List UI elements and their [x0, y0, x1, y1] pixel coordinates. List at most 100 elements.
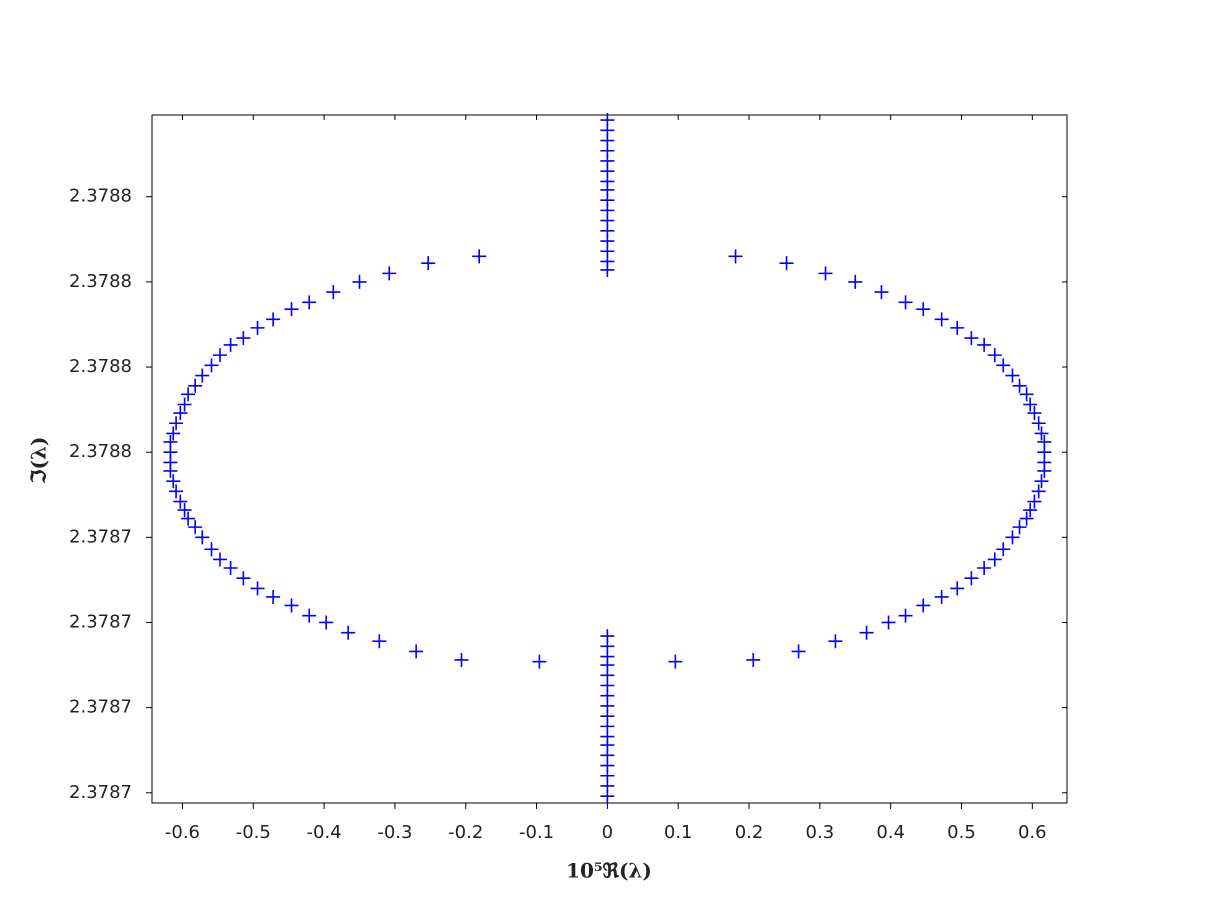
point — [987, 552, 1002, 567]
point — [859, 625, 874, 640]
point — [977, 337, 992, 352]
point — [169, 484, 184, 499]
x-tick-label: -0.4 — [307, 822, 342, 843]
point — [898, 295, 913, 310]
point — [950, 320, 965, 335]
y-axis-label: ℑ(λ) — [27, 437, 51, 485]
point — [188, 520, 203, 535]
point — [195, 368, 210, 383]
point — [169, 416, 184, 431]
point — [302, 295, 317, 310]
point — [848, 274, 863, 289]
point — [1034, 426, 1049, 441]
point — [266, 589, 281, 604]
point — [236, 571, 251, 586]
point — [352, 274, 367, 289]
y-tick-label: 2.3787 — [69, 782, 132, 803]
x-tick-label: 0.5 — [947, 822, 976, 843]
point — [874, 285, 889, 300]
point — [421, 256, 436, 271]
point — [964, 331, 979, 346]
point — [746, 652, 761, 667]
point — [1034, 474, 1049, 489]
point — [916, 598, 931, 613]
point — [319, 615, 334, 630]
point — [828, 634, 843, 649]
point — [1019, 511, 1034, 526]
point — [881, 615, 896, 630]
point — [188, 378, 203, 393]
point — [212, 552, 227, 567]
point — [204, 542, 219, 557]
x-tick-label: -0.6 — [165, 822, 200, 843]
plot-frame — [151, 114, 1068, 804]
y-tick-label: 2.3788 — [69, 186, 132, 207]
point — [409, 644, 424, 659]
point — [266, 312, 281, 327]
point — [284, 598, 299, 613]
point — [1019, 387, 1034, 402]
y-tick-label: 2.3788 — [69, 441, 132, 462]
y-tick-label: 2.3787 — [69, 697, 132, 718]
point — [898, 608, 913, 623]
x-tick-label: 0.6 — [1018, 822, 1047, 843]
x-tick-label: -0.2 — [448, 822, 483, 843]
y-tick-label: 2.3787 — [69, 611, 132, 632]
point — [250, 581, 265, 596]
point — [163, 463, 178, 478]
point — [177, 503, 192, 518]
point — [454, 652, 469, 667]
point — [964, 571, 979, 586]
point — [1005, 530, 1020, 545]
point — [1031, 484, 1046, 499]
point — [181, 387, 196, 402]
point — [532, 654, 547, 669]
point — [372, 634, 387, 649]
y-tick-label: 2.3788 — [69, 356, 132, 377]
point — [223, 337, 238, 352]
point — [204, 358, 219, 373]
x-axis-label: 10⁵ℜ(λ) — [566, 859, 652, 883]
x-tick-label: -0.1 — [519, 822, 554, 843]
x-tick-label: -0.5 — [236, 822, 271, 843]
point — [1031, 416, 1046, 431]
point — [916, 302, 931, 317]
point — [1012, 520, 1027, 535]
point — [173, 494, 188, 509]
point — [177, 397, 192, 412]
x-tick-label: 0.3 — [806, 822, 835, 843]
point — [996, 358, 1011, 373]
point — [728, 249, 743, 264]
point — [173, 406, 188, 421]
point — [950, 581, 965, 596]
point — [212, 348, 227, 363]
point — [1027, 406, 1042, 421]
y-tick-label: 2.3787 — [69, 526, 132, 547]
point — [934, 589, 949, 604]
x-tick-label: 0.4 — [876, 822, 905, 843]
point — [284, 302, 299, 317]
point — [326, 285, 341, 300]
point — [600, 789, 615, 804]
point — [600, 262, 615, 277]
point — [1023, 503, 1038, 518]
point — [236, 331, 251, 346]
point — [818, 266, 833, 281]
point — [996, 542, 1011, 557]
point — [791, 644, 806, 659]
point — [1027, 494, 1042, 509]
point — [166, 474, 181, 489]
x-tick-label: 0.2 — [735, 822, 764, 843]
x-tick-label: 0.1 — [664, 822, 693, 843]
point — [987, 348, 1002, 363]
x-tick-label: 0 — [602, 822, 613, 843]
point — [1012, 378, 1027, 393]
point — [668, 654, 683, 669]
point — [195, 530, 210, 545]
point — [472, 249, 487, 264]
point — [166, 426, 181, 441]
point — [934, 312, 949, 327]
point — [977, 560, 992, 575]
point — [779, 256, 794, 271]
